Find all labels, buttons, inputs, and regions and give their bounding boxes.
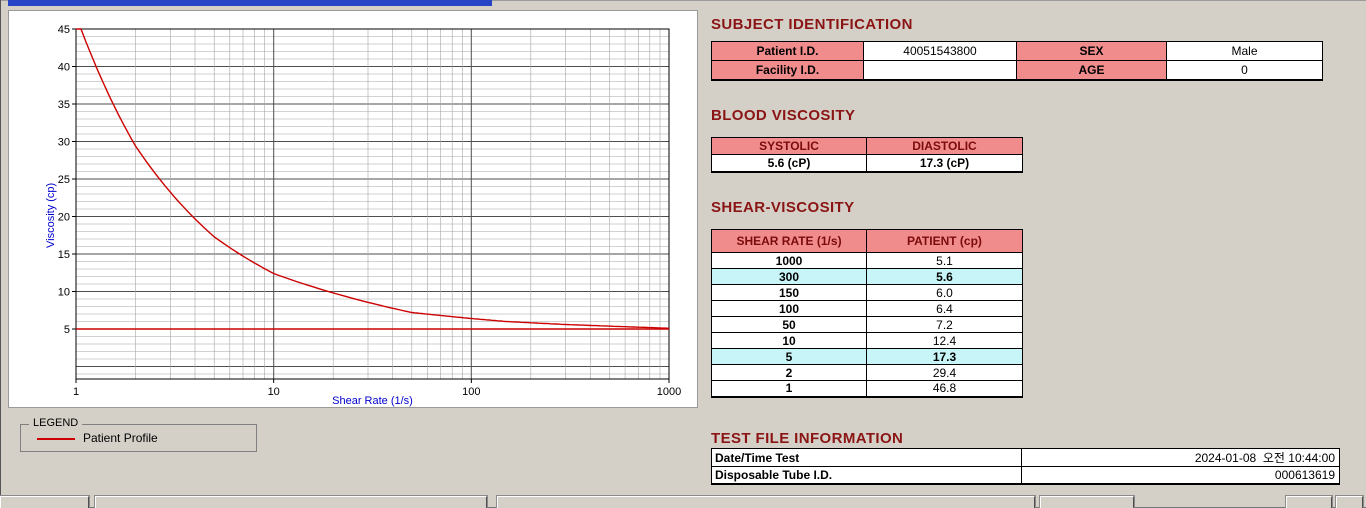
- table-row: SYSTOLIC DIASTOLIC: [711, 137, 1023, 155]
- svg-text:30: 30: [58, 137, 70, 149]
- svg-text:5: 5: [64, 324, 70, 336]
- subject-identification-table: Patient I.D. 40051543800 SEX Male Facili…: [711, 41, 1323, 81]
- svg-text:1: 1: [73, 386, 79, 398]
- patient-viscosity-cell: 5.6: [866, 268, 1023, 285]
- shear-rate-cell: 50: [711, 316, 867, 333]
- bottom-panel-mid-1: [95, 496, 487, 508]
- patient-viscosity-cell: 6.4: [866, 300, 1023, 317]
- blood-viscosity-title: BLOOD VISCOSITY: [711, 107, 856, 124]
- svg-text:10: 10: [268, 386, 280, 398]
- svg-text:20: 20: [58, 212, 70, 224]
- shear-viscosity-row: 2 29.4: [711, 364, 1023, 381]
- bottom-panel-mid-2: [497, 496, 1035, 508]
- diastolic-header: DIASTOLIC: [866, 137, 1023, 155]
- svg-text:1000: 1000: [657, 386, 681, 398]
- shear-rate-cell: 300: [711, 268, 867, 285]
- date-time-test-value: 2024-01-08 오전 10:44:00: [1021, 448, 1340, 467]
- shear-viscosity-row: 1000 5.1: [711, 252, 1023, 269]
- svg-text:10: 10: [58, 287, 70, 299]
- svg-text:35: 35: [58, 99, 70, 111]
- blood-viscosity-table: SYSTOLIC DIASTOLIC 5.6 (cP) 17.3 (cP): [711, 137, 1023, 173]
- svg-text:40: 40: [58, 62, 70, 74]
- shear-viscosity-title: SHEAR-VISCOSITY: [711, 199, 855, 216]
- legend-box: LEGEND Patient Profile: [20, 417, 257, 452]
- shear-viscosity-body: 1000 5.1 300 5.6 150 6.0 100 6.4 50 7.2 10 12.4 5 17.…: [711, 252, 1023, 397]
- diastolic-value: 17.3 (cP): [866, 154, 1023, 172]
- shear-rate-cell: 1: [711, 380, 867, 397]
- table-row: Date/Time Test 2024-01-08 오전 10:44:00: [711, 448, 1340, 467]
- svg-text:100: 100: [462, 386, 480, 398]
- bottom-panel-left: [0, 496, 89, 508]
- systolic-value: 5.6 (cP): [711, 154, 867, 172]
- disposable-tube-id-value: 000613619: [1021, 466, 1340, 484]
- table-row: Patient I.D. 40051543800 SEX Male: [711, 41, 1323, 61]
- sex-value: Male: [1166, 41, 1323, 61]
- patient-cp-header: PATIENT (cp): [866, 229, 1023, 253]
- systolic-header: SYSTOLIC: [711, 137, 867, 155]
- shear-rate-cell: 1000: [711, 252, 867, 269]
- legend-series-label: Patient Profile: [83, 431, 158, 445]
- shear-viscosity-row: 1 46.8: [711, 380, 1023, 397]
- test-file-table: Date/Time Test 2024-01-08 오전 10:44:00 Di…: [711, 448, 1340, 485]
- patient-viscosity-cell: 6.0: [866, 284, 1023, 301]
- test-file-information-title: TEST FILE INFORMATION: [711, 430, 904, 447]
- bottom-button-1[interactable]: [1040, 496, 1134, 508]
- shear-rate-header: SHEAR RATE (1/s): [711, 229, 867, 253]
- table-row: SHEAR RATE (1/s) PATIENT (cp): [711, 229, 1023, 253]
- patient-id-value: 40051543800: [863, 41, 1017, 61]
- patient-viscosity-cell: 17.3: [866, 348, 1023, 365]
- table-row: 5.6 (cP) 17.3 (cP): [711, 154, 1023, 172]
- chart-y-axis-label: Viscosity (cp): [45, 182, 57, 248]
- age-value: 0: [1166, 60, 1323, 80]
- patient-viscosity-cell: 5.1: [866, 252, 1023, 269]
- svg-text:25: 25: [58, 174, 70, 186]
- patient-viscosity-cell: 12.4: [866, 332, 1023, 349]
- shear-viscosity-row: 10 12.4: [711, 332, 1023, 349]
- patient-viscosity-cell: 7.2: [866, 316, 1023, 333]
- patient-viscosity-cell: 29.4: [866, 364, 1023, 381]
- shear-viscosity-row: 5 17.3: [711, 348, 1023, 365]
- shear-viscosity-row: 300 5.6: [711, 268, 1023, 285]
- shear-viscosity-row: 150 6.0: [711, 284, 1023, 301]
- patient-viscosity-cell: 46.8: [866, 380, 1023, 397]
- facility-id-label: Facility I.D.: [711, 60, 864, 80]
- shear-rate-cell: 5: [711, 348, 867, 365]
- svg-text:15: 15: [58, 249, 70, 261]
- table-row: Facility I.D. AGE 0: [711, 60, 1323, 80]
- shear-rate-cell: 100: [711, 300, 867, 317]
- chart-canvas: 45 40 35 30 25 20 15 10 5 1 10 100 1000: [58, 24, 681, 398]
- date-time-test-label: Date/Time Test: [711, 448, 1022, 467]
- bottom-button-3[interactable]: [1336, 496, 1363, 508]
- age-label: AGE: [1016, 60, 1167, 80]
- legend-title: LEGEND: [29, 417, 83, 429]
- window-titlebar-fragment: [8, 0, 492, 6]
- shear-rate-cell: 10: [711, 332, 867, 349]
- patient-id-label: Patient I.D.: [711, 41, 864, 61]
- disposable-tube-id-label: Disposable Tube I.D.: [711, 466, 1022, 484]
- svg-text:45: 45: [58, 24, 70, 36]
- patient-profile-line-sample: [37, 438, 75, 440]
- facility-id-value: [863, 60, 1017, 80]
- shear-viscosity-row: 50 7.2: [711, 316, 1023, 333]
- bottom-button-2[interactable]: [1286, 496, 1332, 508]
- subject-identification-title: SUBJECT IDENTIFICATION: [711, 16, 913, 33]
- shear-viscosity-table: SHEAR RATE (1/s) PATIENT (cp) 1000 5.1 300…: [711, 229, 1023, 398]
- viscosity-chart-panel: 45 40 35 30 25 20 15 10 5 1 10 100 1000 Viscosity (c…: [8, 10, 698, 408]
- chart-x-axis-label: Shear Rate (1/s): [332, 395, 413, 407]
- table-row: Disposable Tube I.D. 000613619: [711, 466, 1340, 484]
- shear-rate-cell: 150: [711, 284, 867, 301]
- shear-rate-cell: 2: [711, 364, 867, 381]
- sex-label: SEX: [1016, 41, 1167, 61]
- shear-viscosity-row: 100 6.4: [711, 300, 1023, 317]
